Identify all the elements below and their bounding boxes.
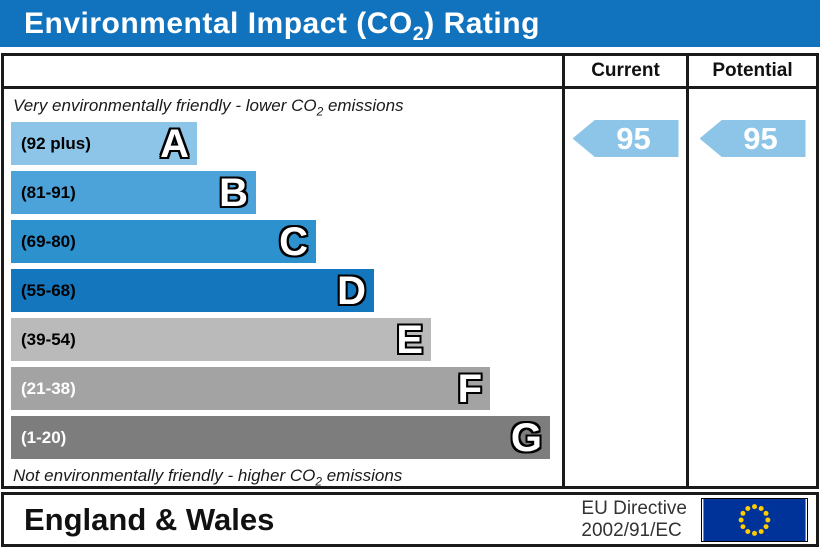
potential-rating-value: 95 [743,120,778,156]
band-b-range: (81-91) [21,182,76,202]
band-e-letter: E [396,317,423,362]
header-blank-cell [4,56,562,89]
band-f: (21-38) F [11,367,490,410]
band-d-range: (55-68) [21,280,76,300]
band-g-letter: G [510,415,542,460]
band-f-letter: F [457,366,482,411]
band-a: (92 plus) A [11,122,197,165]
title-divider [0,47,820,53]
current-rating-cell: 95 [562,89,686,486]
band-scale-area: Very environmentally friendly - lower CO… [4,89,562,489]
eu-flag-stars [738,503,771,536]
scale-note-bottom: Not environmentally friendly - higher CO… [13,466,403,489]
band-a-letter: A [160,121,189,166]
band-c-range: (69-80) [21,231,76,251]
header-potential: Potential [686,56,816,89]
potential-rating-cell: 95 [686,89,816,486]
chart-title: Environmental Impact (CO2) Rating [24,6,540,45]
current-rating-arrow: 95 [572,120,679,157]
band-c-letter: C [279,219,308,264]
band-a-range: (92 plus) [21,133,91,153]
rating-table: Current Potential Very environmentally f… [1,53,819,489]
footer-bar: England & Wales EU Directive 2002/91/EC [1,492,819,547]
region-label: England & Wales [24,501,275,537]
band-d: (55-68) D [11,269,374,312]
band-e-range: (39-54) [21,329,76,349]
band-g-range: (1-20) [21,427,67,447]
band-g: (1-20) G [11,416,550,459]
chart-title-bar: Environmental Impact (CO2) Rating [0,0,820,47]
rating-bands: (92 plus) A (81-91) B (69-80) C (55-68) … [11,122,554,459]
potential-rating-arrow: 95 [699,120,806,157]
band-d-letter: D [337,268,366,313]
eu-directive-label: EU Directive 2002/91/EC [581,497,687,541]
scale-note-top: Very environmentally friendly - lower CO… [13,96,404,119]
band-e: (39-54) E [11,318,431,361]
header-current: Current [562,56,686,89]
band-f-range: (21-38) [21,378,76,398]
band-b: (81-91) B [11,171,256,214]
eu-flag-icon [701,497,808,542]
band-c: (69-80) C [11,220,316,263]
current-rating-value: 95 [616,120,651,156]
band-b-letter: B [219,170,248,215]
